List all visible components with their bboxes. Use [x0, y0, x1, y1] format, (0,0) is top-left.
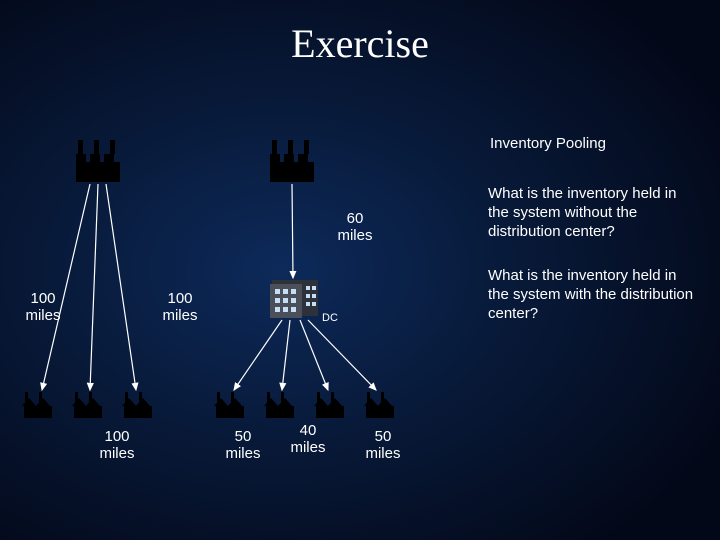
- warehouse-icon: [122, 392, 152, 418]
- arrow: [308, 320, 376, 390]
- arrow: [42, 184, 90, 390]
- arrow: [282, 320, 290, 390]
- label-dc-mid: 40miles: [283, 422, 333, 456]
- arrow: [300, 320, 328, 390]
- slide-title: Exercise: [0, 20, 720, 67]
- dc-icon: [270, 280, 318, 318]
- dc-label: DC: [322, 312, 338, 324]
- warehouse-icon: [364, 392, 394, 418]
- factory-icon: [270, 140, 314, 182]
- warehouse-icon: [264, 392, 294, 418]
- arrow: [106, 184, 136, 390]
- factory-icon: [76, 140, 120, 182]
- slide-subtitle: Inventory Pooling: [490, 135, 606, 152]
- warehouse-icon: [214, 392, 244, 418]
- label-left-mid-low: 100miles: [92, 428, 142, 462]
- warehouse-icon: [72, 392, 102, 418]
- label-dc-left: 50miles: [218, 428, 268, 462]
- arrow: [292, 184, 293, 278]
- label-left-far: 100miles: [18, 290, 68, 324]
- question-2: What is the inventory held in the system…: [488, 267, 698, 323]
- warehouse-icon: [314, 392, 344, 418]
- arrow: [90, 184, 98, 390]
- label-factory-to-dc: 60miles: [325, 210, 385, 244]
- warehouse-icon: [22, 392, 52, 418]
- arrow: [234, 320, 282, 390]
- slide-stage: Exercise Inventory Pooling What is the i…: [0, 0, 720, 540]
- label-dc-right: 50miles: [358, 428, 408, 462]
- label-left-mid: 100miles: [155, 290, 205, 324]
- question-1: What is the inventory held in the system…: [488, 185, 698, 241]
